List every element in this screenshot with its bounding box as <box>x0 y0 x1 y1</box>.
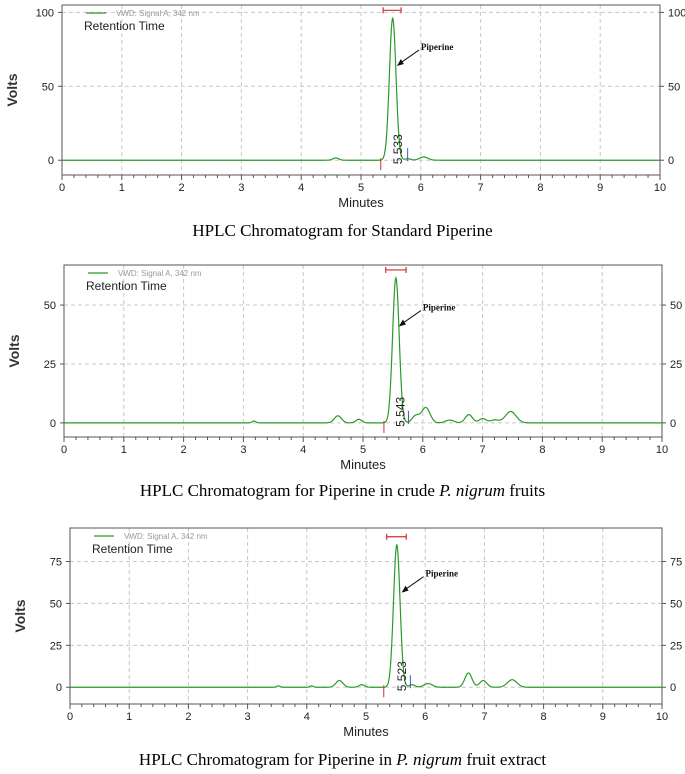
x-tick-label: 4 <box>304 711 310 723</box>
x-tick-label: 3 <box>245 711 251 723</box>
x-axis-label: Minutes <box>343 724 389 739</box>
x-axis-label: Minutes <box>338 195 384 210</box>
x-tick-label: 1 <box>121 444 127 456</box>
annotation-label: Piperine <box>423 303 456 313</box>
x-tick-label: 4 <box>300 444 306 456</box>
legend-subtitle: Retention Time <box>86 279 167 293</box>
y-tick-label-right: 50 <box>670 598 682 610</box>
caption-italic: P. nigrum <box>439 481 505 500</box>
x-tick-label: 9 <box>599 444 605 456</box>
legend-series-label: VWD: Signal A, 342 nm <box>124 532 208 541</box>
caption-post: fruits <box>505 481 546 500</box>
chromatogram-panel-extract: 0 1 2 3 4 5 6 7 8 9 10 0 0 25 25 50 50 75 75 Minutes Volts VW… <box>0 520 685 774</box>
x-tick-label: 8 <box>539 444 545 456</box>
peak-rt-label: 5.543 <box>393 397 407 427</box>
chromatogram-panel-standard: 0 1 2 3 4 5 6 7 8 9 10 0 0 50 50 100 100 Minutes Volts VWD:… <box>0 0 685 250</box>
y-tick-label-left: 50 <box>50 598 62 610</box>
x-tick-label: 2 <box>179 182 185 194</box>
y-tick-label-right: 0 <box>670 418 676 430</box>
x-tick-label: 4 <box>298 182 304 194</box>
y-tick-label-left: 25 <box>44 359 56 371</box>
y-tick-label-left: 0 <box>48 155 54 167</box>
caption-pre: HPLC Chromatogram for Piperine in crude <box>139 481 440 500</box>
signal-trace <box>70 543 662 688</box>
legend-subtitle: Retention Time <box>84 19 165 33</box>
x-tick-label: 9 <box>597 182 603 194</box>
y-tick-label-left: 0 <box>56 682 62 694</box>
y-tick-label-right: 0 <box>670 682 676 694</box>
annotation-arrow-head <box>396 59 404 67</box>
annotation-arrow-head <box>401 585 409 593</box>
x-tick-label: 0 <box>67 711 73 723</box>
legend-subtitle: Retention Time <box>92 542 173 556</box>
y-tick-label-right: 25 <box>670 640 682 652</box>
caption-standard: HPLC Chromatogram for Standard Piperine <box>0 221 685 241</box>
annotation-arrow-head <box>398 319 406 327</box>
y-tick-label-left: 50 <box>44 300 56 312</box>
x-tick-label: 2 <box>181 444 187 456</box>
annotation-label: Piperine <box>421 42 454 52</box>
chart-fruit-extract: 0 1 2 3 4 5 6 7 8 9 10 0 0 25 25 50 50 75 75 Minutes Volts VW… <box>12 527 682 739</box>
y-tick-label-right: 75 <box>670 557 682 569</box>
caption-pre: HPLC Chromatogram for Piperine in <box>138 750 397 769</box>
y-tick-label-right: 0 <box>668 155 674 167</box>
x-tick-label: 8 <box>541 711 547 723</box>
signal-trace <box>62 16 660 161</box>
y-tick-label-right: 100 <box>668 7 685 19</box>
x-tick-label: 5 <box>360 444 366 456</box>
x-tick-label: 3 <box>238 182 244 194</box>
x-tick-label: 2 <box>185 711 191 723</box>
x-tick-label: 1 <box>119 182 125 194</box>
y-axis-label: Volts <box>6 334 22 367</box>
chart-crude-fruits: 0 1 2 3 4 5 6 7 8 9 10 0 0 25 25 50 50 Minutes Volts VWD: S… <box>6 264 682 472</box>
legend-series-label: VWD: Signal A, 342 nm <box>118 269 202 278</box>
caption-crude: HPLC Chromatogram for Piperine in crude … <box>0 481 685 501</box>
annotation-label: Piperine <box>426 569 459 579</box>
y-tick-label-left: 50 <box>42 81 54 93</box>
x-tick-label: 7 <box>480 444 486 456</box>
peak-rt-label: 5.523 <box>395 661 409 691</box>
x-tick-label: 6 <box>420 444 426 456</box>
x-tick-label: 10 <box>656 444 668 456</box>
x-tick-label: 3 <box>240 444 246 456</box>
y-axis-label: Volts <box>4 73 20 106</box>
peak-rt-label: 5.533 <box>391 134 405 164</box>
signal-trace <box>64 276 662 424</box>
x-axis-label: Minutes <box>340 457 386 472</box>
x-tick-label: 0 <box>59 182 65 194</box>
x-tick-label: 10 <box>656 711 668 723</box>
caption-italic: P. nigrum <box>396 750 463 769</box>
chromatogram-panel-crude: 0 1 2 3 4 5 6 7 8 9 10 0 0 25 25 50 50 Minutes Volts VWD: S… <box>0 257 685 507</box>
y-tick-label-right: 25 <box>670 359 682 371</box>
y-tick-label-left: 100 <box>36 7 54 19</box>
x-tick-label: 6 <box>418 182 424 194</box>
x-tick-label: 9 <box>600 711 606 723</box>
x-tick-label: 0 <box>61 444 67 456</box>
x-tick-label: 1 <box>126 711 132 723</box>
caption-extract: HPLC Chromatogram for Piperine in P. nig… <box>0 750 685 770</box>
y-tick-label-left: 0 <box>50 418 56 430</box>
x-tick-label: 7 <box>478 182 484 194</box>
x-tick-label: 10 <box>654 182 666 194</box>
y-tick-label-right: 50 <box>668 81 680 93</box>
x-tick-label: 6 <box>422 711 428 723</box>
x-tick-label: 5 <box>358 182 364 194</box>
y-tick-label-right: 50 <box>670 300 682 312</box>
caption-post: fruit extract <box>462 750 547 769</box>
caption-text: HPLC Chromatogram for Standard Piperine <box>192 221 493 240</box>
legend-series-label: VWD: Signal A, 342 nm <box>116 9 200 18</box>
y-tick-label-left: 25 <box>50 640 62 652</box>
y-tick-label-left: 75 <box>50 557 62 569</box>
x-tick-label: 7 <box>481 711 487 723</box>
x-tick-label: 8 <box>537 182 543 194</box>
x-tick-label: 5 <box>363 711 369 723</box>
y-axis-label: Volts <box>12 599 28 632</box>
